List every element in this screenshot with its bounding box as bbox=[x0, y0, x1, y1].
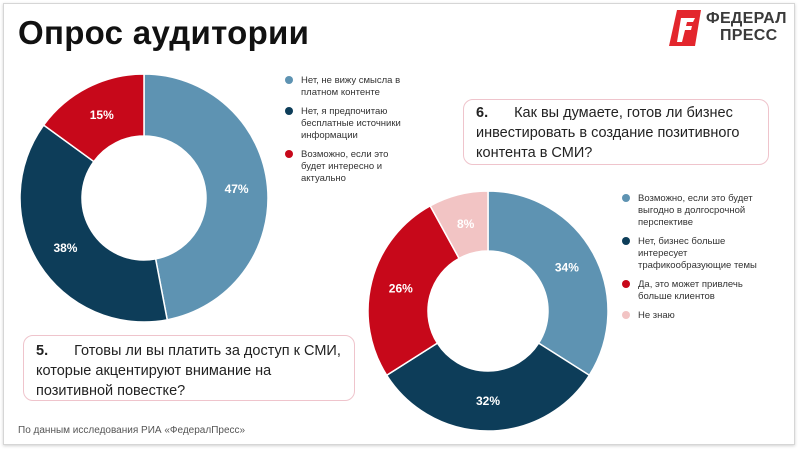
chart-5-slice-0 bbox=[143, 73, 269, 321]
chart-6-data-label-3: 8% bbox=[457, 217, 475, 231]
question-6-number: 6. bbox=[476, 105, 489, 121]
chart-6-slice-2 bbox=[367, 204, 461, 377]
legend-item-6-0: Возможно, если это будет выгодно в долго… bbox=[622, 193, 772, 229]
chart-6-slice-1 bbox=[385, 342, 591, 432]
source-note: По данным исследования РИА «ФедералПресс… bbox=[18, 425, 246, 436]
chart-5-data-label-2: 15% bbox=[90, 108, 114, 122]
logo-text-line1: ФЕДЕРАЛ bbox=[706, 10, 787, 27]
legend-label: Нет, я предпочитаю бесплатные источники … bbox=[301, 106, 401, 141]
legend-label: Нет, не вижу смысла в платном контенте bbox=[301, 75, 401, 98]
chart-5-slice-1 bbox=[19, 124, 169, 323]
legend-label: Возможно, если это будет интересно и акт… bbox=[301, 149, 389, 184]
chart-5-data-label-1: 38% bbox=[53, 241, 77, 255]
legend-item-6-2: Да, это может привлечь больше клиентов bbox=[622, 279, 772, 303]
legend-label: Возможно, если это будет выгодно в долго… bbox=[638, 193, 753, 228]
chart-5-data-label-0: 47% bbox=[225, 182, 249, 196]
legend-label: Нет, бизнес больше интересует трафикообр… bbox=[638, 236, 757, 271]
chart-6-slice-0 bbox=[487, 190, 609, 377]
question-5-box: 5. Готовы ли вы платить за доступ к СМИ, … bbox=[23, 335, 355, 401]
legend-swatch bbox=[622, 280, 630, 288]
legend-item-6-3: Не знаю bbox=[622, 310, 772, 322]
page-title: Опрос аудитории bbox=[18, 14, 310, 51]
legend-label: Да, это может привлечь больше клиентов bbox=[638, 279, 743, 302]
logo-text-line2: ПРЕСС bbox=[720, 27, 778, 44]
legend-label: Не знаю bbox=[638, 310, 675, 321]
legend-swatch bbox=[285, 150, 293, 158]
legend-item-5-1: Нет, я предпочитаю бесплатные источники … bbox=[285, 106, 415, 142]
legend-item-5-0: Нет, не вижу смысла в платном контенте bbox=[285, 75, 415, 99]
chart-6-data-label-0: 34% bbox=[555, 261, 579, 275]
legend-swatch bbox=[285, 107, 293, 115]
legend-swatch bbox=[622, 311, 630, 319]
question-5-text: Готовы ли вы платить за доступ к СМИ, ко… bbox=[36, 343, 341, 399]
chart-6-data-label-2: 26% bbox=[389, 282, 413, 296]
chart-6-data-label-1: 32% bbox=[476, 394, 500, 408]
question-6-text: Как вы думаете, готов ли бизнес инвестир… bbox=[476, 105, 740, 161]
legend-item-6-1: Нет, бизнес больше интересует трафикообр… bbox=[622, 236, 772, 272]
chart-6-slice-3 bbox=[429, 190, 489, 260]
legend-swatch bbox=[285, 76, 293, 84]
legend-swatch bbox=[622, 237, 630, 245]
legend-item-5-2: Возможно, если это будет интересно и акт… bbox=[285, 149, 415, 185]
legend-chart-6: Возможно, если это будет выгодно в долго… bbox=[622, 193, 772, 329]
legend-chart-5: Нет, не вижу смысла в платном контенте Не… bbox=[285, 75, 415, 192]
question-5-number: 5. bbox=[36, 343, 49, 359]
legend-swatch bbox=[622, 194, 630, 202]
chart-5-slice-2 bbox=[42, 73, 145, 163]
logo-icon bbox=[669, 10, 701, 46]
question-6-box: 6. Как вы думаете, готов ли бизнес инвест… bbox=[463, 99, 769, 165]
